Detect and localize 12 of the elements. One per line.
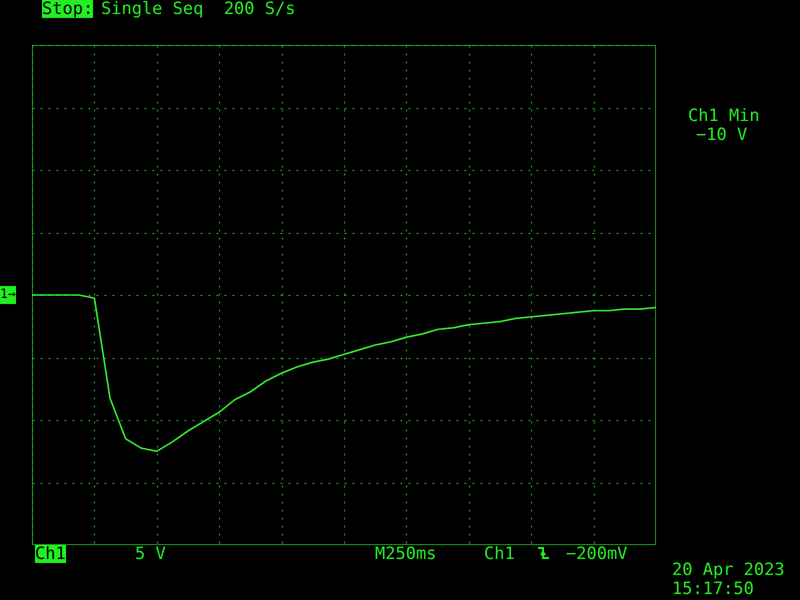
text: 20 Apr 2023 (672, 560, 785, 580)
text: −10 V (696, 125, 748, 145)
text: Ch1 Min (688, 106, 760, 126)
text: Ch1 (484, 544, 515, 564)
text: 15:17:50 (672, 579, 754, 599)
text: Stop: (42, 0, 94, 19)
text: Single Seq 200 S/s (101, 0, 296, 19)
text: Ch1 (35, 544, 66, 564)
text: M250ms (375, 544, 436, 564)
text: 5 V (135, 544, 166, 564)
text: 1→ (0, 286, 16, 304)
text: −200mV (566, 544, 628, 564)
